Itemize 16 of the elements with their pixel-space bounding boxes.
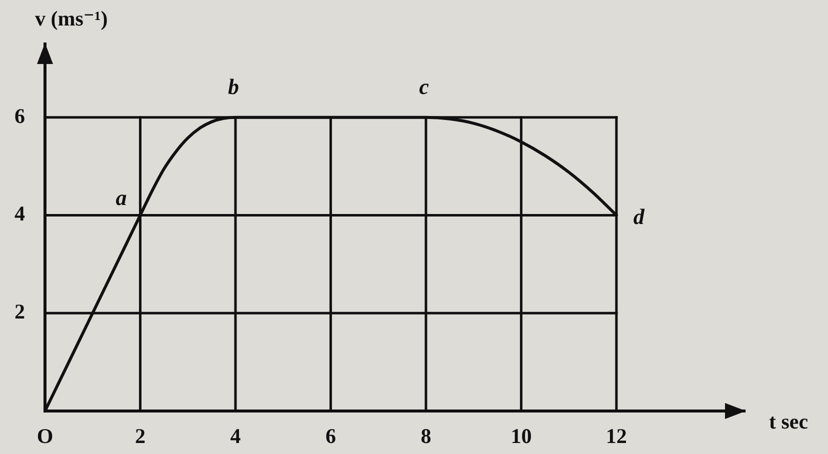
x-tick-label: 4: [230, 424, 242, 448]
y-axis-title: v (ms⁻¹): [35, 6, 108, 30]
y-tick-label: 4: [14, 202, 26, 226]
x-tick-label: 2: [134, 424, 146, 448]
x-tick-label: 10: [510, 424, 532, 448]
annotation: b: [228, 74, 239, 100]
x-tick-label: O: [36, 424, 54, 448]
x-axis-title: t sec: [769, 409, 808, 434]
x-tick-label: 12: [606, 424, 627, 448]
x-tick-label: 8: [420, 424, 432, 448]
annotation: c: [419, 74, 430, 100]
annotation: d: [633, 204, 646, 229]
y-tick-label: 6: [14, 104, 25, 128]
annotation: a: [116, 184, 127, 210]
y-tick-label: 2: [14, 300, 25, 324]
x-tick-label: 6: [325, 424, 336, 448]
